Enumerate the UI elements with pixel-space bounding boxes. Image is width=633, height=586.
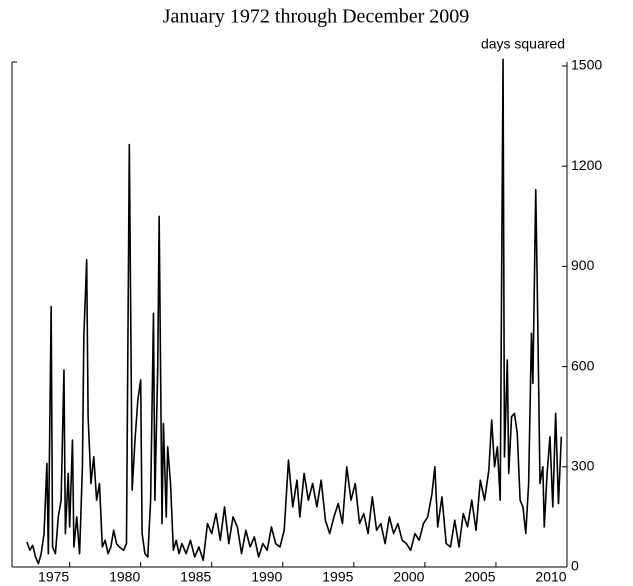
chart-title: January 1972 through December 2009: [163, 6, 470, 28]
x-tick-label: 1995: [322, 569, 353, 585]
y-tick-label: 300: [571, 458, 595, 474]
x-tick-label: 1980: [109, 569, 140, 585]
y-tick-label: 600: [571, 357, 595, 373]
y-tick-label: 0: [571, 558, 579, 574]
x-tick-label: 1985: [180, 569, 211, 585]
y-tick-label: 1500: [571, 57, 602, 73]
x-tick-label: 2005: [464, 569, 495, 585]
data-line: [26, 58, 563, 565]
x-tick-label: 1975: [38, 569, 69, 585]
x-tick-label: 1990: [251, 569, 282, 585]
y-tick-label: 900: [571, 257, 595, 273]
x-tick-label: 2010: [535, 569, 566, 585]
x-tick-label: 2000: [393, 569, 424, 585]
y-tick-label: 1200: [571, 157, 602, 173]
y-axis-label: days squared: [481, 36, 565, 52]
